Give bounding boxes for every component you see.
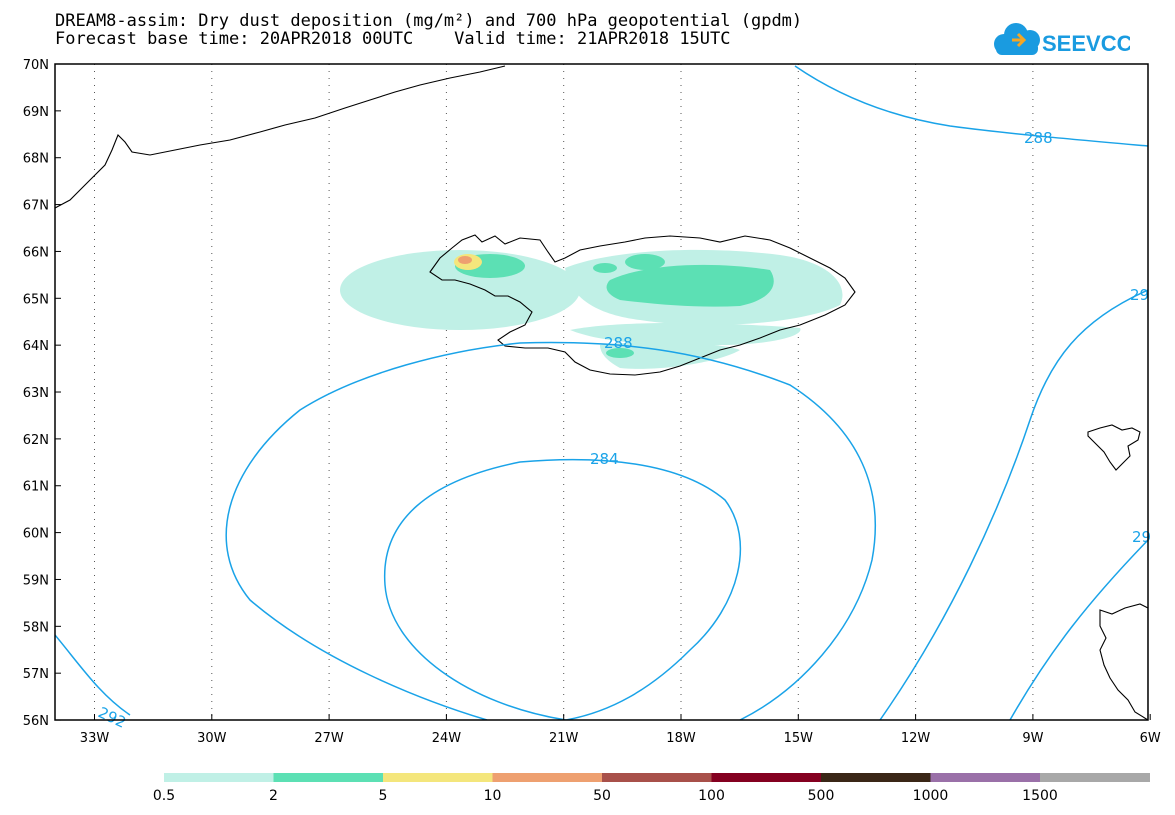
cloud-icon	[994, 23, 1040, 55]
contour-label: 288	[604, 334, 633, 352]
lon-label: 24W	[432, 731, 462, 746]
map-frame	[54, 63, 1149, 721]
lat-label: 58N	[23, 620, 49, 635]
dust-plume-south	[570, 323, 801, 346]
coastlines	[55, 65, 1148, 720]
colorbar-swatch	[273, 773, 384, 782]
colorbar-label: 5	[379, 788, 388, 804]
dust-plume-coast	[600, 342, 740, 369]
colorbar-swatch	[492, 773, 603, 782]
contour-label: 292	[95, 703, 129, 731]
lon-label: 33W	[80, 731, 110, 746]
scotland-coast	[1099, 603, 1148, 720]
lat-label: 68N	[23, 152, 49, 167]
lon-label: 15W	[784, 731, 814, 746]
colorbar-label: 500	[808, 788, 835, 804]
iceland-coast	[429, 234, 856, 376]
lat-label: 57N	[23, 667, 49, 682]
dust-core-interior	[606, 264, 774, 307]
lat-label: 66N	[23, 245, 49, 260]
map-title-line2: Forecast base time: 20APR2018 00UTC Vali…	[55, 29, 731, 49]
lat-label: 59N	[23, 573, 49, 588]
colorbar-swatch	[1040, 773, 1150, 782]
lat-lon-grid	[94, 64, 1034, 720]
colorbar-label: 1500	[1022, 788, 1058, 804]
lon-label: 12W	[901, 731, 931, 746]
contour-29-east	[879, 289, 1148, 720]
lat-label: 64N	[23, 339, 49, 354]
colorbar: 0.5 2 5 10 50 100 500 1000 1500	[153, 773, 1150, 804]
colorbar-label: 2	[269, 788, 278, 804]
seevccc-logo: SEEVCCC	[994, 23, 1130, 56]
dust-deposition-shading	[340, 249, 843, 369]
lat-label: 61N	[23, 480, 49, 495]
colorbar-label: 1000	[913, 788, 949, 804]
colorbar-label: 100	[698, 788, 725, 804]
lat-label: 63N	[23, 386, 49, 401]
lon-label: 21W	[549, 731, 579, 746]
lon-label: 27W	[314, 731, 344, 746]
greenland-coast	[55, 65, 506, 209]
colorbar-swatch	[711, 773, 822, 782]
lat-label: 56N	[23, 714, 49, 729]
colorbar-label: 50	[593, 788, 611, 804]
contour-288-north	[794, 65, 1148, 147]
lon-label: 6W	[1140, 731, 1161, 746]
faroe-coast	[1087, 424, 1141, 471]
contour-label: 284	[590, 450, 619, 468]
colorbar-swatch	[930, 773, 1041, 782]
contour-29-southeast	[1009, 539, 1148, 720]
colorbar-swatch	[821, 773, 931, 782]
contour-label: 288	[1024, 129, 1053, 147]
lon-label: 30W	[197, 731, 227, 746]
lon-label: 18W	[666, 731, 696, 746]
colorbar-swatch	[602, 773, 712, 782]
contour-288-iceland	[225, 341, 876, 720]
axis-ticks	[55, 63, 1151, 721]
dust-core-south	[606, 348, 634, 358]
lat-label: 62N	[23, 433, 49, 448]
latitude-labels: 70N 69N 68N 67N 66N 65N 64N 63N 62N 61N 60N 59N 58N 5…	[23, 58, 49, 729]
colorbar-swatch	[164, 773, 274, 782]
contour-284	[383, 458, 742, 720]
colorbar-swatch	[383, 773, 493, 782]
contour-label: 29	[1132, 528, 1151, 546]
contour-label: 29	[1130, 286, 1149, 304]
logo-text: SEEVCCC	[1042, 31, 1130, 56]
dust-10-50	[458, 256, 472, 264]
geopotential-contours	[55, 65, 1148, 720]
dust-core-north	[625, 254, 665, 270]
lon-label: 9W	[1022, 731, 1043, 746]
lat-label: 65N	[23, 292, 49, 307]
lat-label: 60N	[23, 527, 49, 542]
colorbar-label: 0.5	[153, 788, 175, 804]
contour-labels: 288 288 284 292 29 29	[95, 129, 1151, 732]
contour-292-sw	[55, 634, 131, 716]
lat-label: 67N	[23, 199, 49, 214]
longitude-labels: 33W 30W 27W 24W 21W 18W 15W 12W 9W 6W	[80, 731, 1161, 746]
colorbar-label: 10	[484, 788, 502, 804]
dust-core-small	[593, 263, 617, 273]
lat-label: 70N	[23, 58, 49, 73]
map-title-line1: DREAM8-assim: Dry dust deposition (mg/m²…	[55, 11, 803, 31]
lat-label: 69N	[23, 105, 49, 120]
